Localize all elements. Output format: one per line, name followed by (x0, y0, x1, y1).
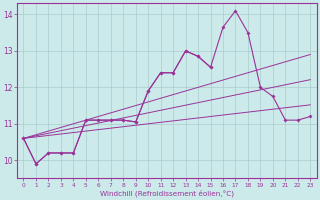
X-axis label: Windchill (Refroidissement éolien,°C): Windchill (Refroidissement éolien,°C) (100, 189, 234, 197)
